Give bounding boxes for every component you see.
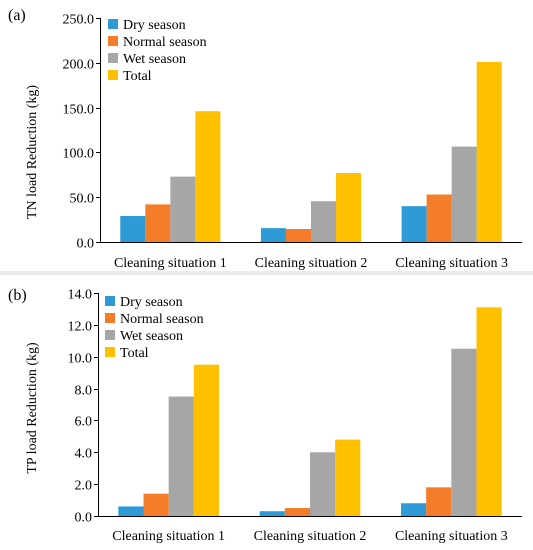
- bar: [311, 201, 337, 242]
- legend-swatch: [105, 296, 115, 306]
- y-tick-label: 4.0: [75, 447, 93, 462]
- bar: [120, 216, 146, 242]
- legend-label: Total: [123, 69, 152, 84]
- panel-label-b: (b): [8, 287, 27, 304]
- bar: [426, 487, 452, 516]
- bar: [335, 439, 361, 516]
- bar: [401, 503, 427, 516]
- bar: [284, 508, 310, 516]
- bar: [285, 229, 311, 242]
- bar: [195, 111, 221, 243]
- chart-b: (b) TP load Reduction (kg) 0.0 2.0 4.0 6.0 8…: [8, 287, 522, 544]
- bar: [426, 194, 452, 242]
- y-ticks-b: 0.0 2.0 4.0 6.0 8.0 10.0 12.0 14.0: [68, 288, 98, 526]
- bar: [476, 61, 502, 243]
- legend-b: Dry season Normal season Wet season Total: [105, 295, 204, 361]
- panel-separator: [0, 271, 533, 275]
- y-ticks-a: 0.0 50.0 100.0 150.0 200.0 250.0: [63, 13, 100, 252]
- bar: [401, 206, 427, 242]
- bars-b: [118, 307, 502, 516]
- y-tick-label: 0.0: [77, 237, 95, 252]
- x-category-label: Cleaning situation 2: [254, 529, 367, 544]
- legend-label: Dry season: [120, 295, 183, 310]
- y-tick-label: 150.0: [63, 103, 95, 118]
- legend-label: Wet season: [120, 329, 183, 344]
- y-tick-label: 14.0: [68, 288, 93, 303]
- bar: [118, 506, 144, 516]
- legend-swatch: [108, 19, 118, 29]
- legend-label: Normal season: [123, 35, 207, 50]
- bar: [451, 348, 477, 516]
- legend-swatch: [108, 36, 118, 46]
- bars-a: [120, 61, 502, 243]
- legend-swatch: [105, 313, 115, 323]
- legend-swatch: [108, 70, 118, 80]
- bar: [259, 511, 285, 516]
- legend-swatch: [108, 53, 118, 63]
- legend-swatch: [105, 347, 115, 357]
- y-tick-label: 12.0: [68, 320, 93, 335]
- legend-label: Dry season: [123, 18, 186, 33]
- bar: [476, 307, 502, 516]
- x-category-label: Cleaning situation 2: [255, 256, 368, 271]
- y-tick-label: 8.0: [75, 384, 93, 399]
- legend-swatch: [105, 330, 115, 340]
- panel-label-a: (a): [8, 7, 26, 24]
- x-categories-a: Cleaning situation 1 Cleaning situation 2…: [114, 256, 508, 271]
- y-axis-label-a: TN load Reduction (kg): [25, 85, 40, 219]
- chart-a: (a) TN load Reduction (kg) 0.0 50.0 100.0 1…: [8, 7, 522, 271]
- y-tick-label: 200.0: [63, 58, 95, 73]
- x-categories-b: Cleaning situation 1 Cleaning situation 2…: [112, 529, 507, 544]
- bar: [170, 176, 196, 242]
- bar: [193, 364, 219, 516]
- x-category-label: Cleaning situation 1: [114, 256, 227, 271]
- bar: [451, 146, 477, 242]
- y-tick-label: 250.0: [63, 13, 95, 28]
- bar: [336, 173, 362, 242]
- x-category-label: Cleaning situation 3: [395, 256, 508, 271]
- legend-label: Wet season: [123, 52, 186, 67]
- bar: [168, 396, 194, 516]
- x-category-label: Cleaning situation 1: [112, 529, 225, 544]
- bar: [143, 493, 169, 516]
- bar: [310, 452, 336, 516]
- y-tick-label: 50.0: [70, 192, 95, 207]
- y-tick-label: 2.0: [75, 479, 93, 494]
- y-tick-label: 100.0: [63, 147, 95, 162]
- legend-label: Normal season: [120, 312, 204, 327]
- y-tick-label: 6.0: [75, 415, 93, 430]
- legend-a: Dry season Normal season Wet season Total: [108, 18, 207, 84]
- bar: [260, 228, 286, 242]
- bar: [145, 204, 171, 242]
- y-tick-label: 10.0: [68, 352, 93, 367]
- legend-label: Total: [120, 346, 149, 361]
- y-tick-label: 0.0: [75, 511, 93, 526]
- y-axis-label-b: TP load Reduction (kg): [25, 342, 40, 474]
- x-category-label: Cleaning situation 3: [395, 529, 508, 544]
